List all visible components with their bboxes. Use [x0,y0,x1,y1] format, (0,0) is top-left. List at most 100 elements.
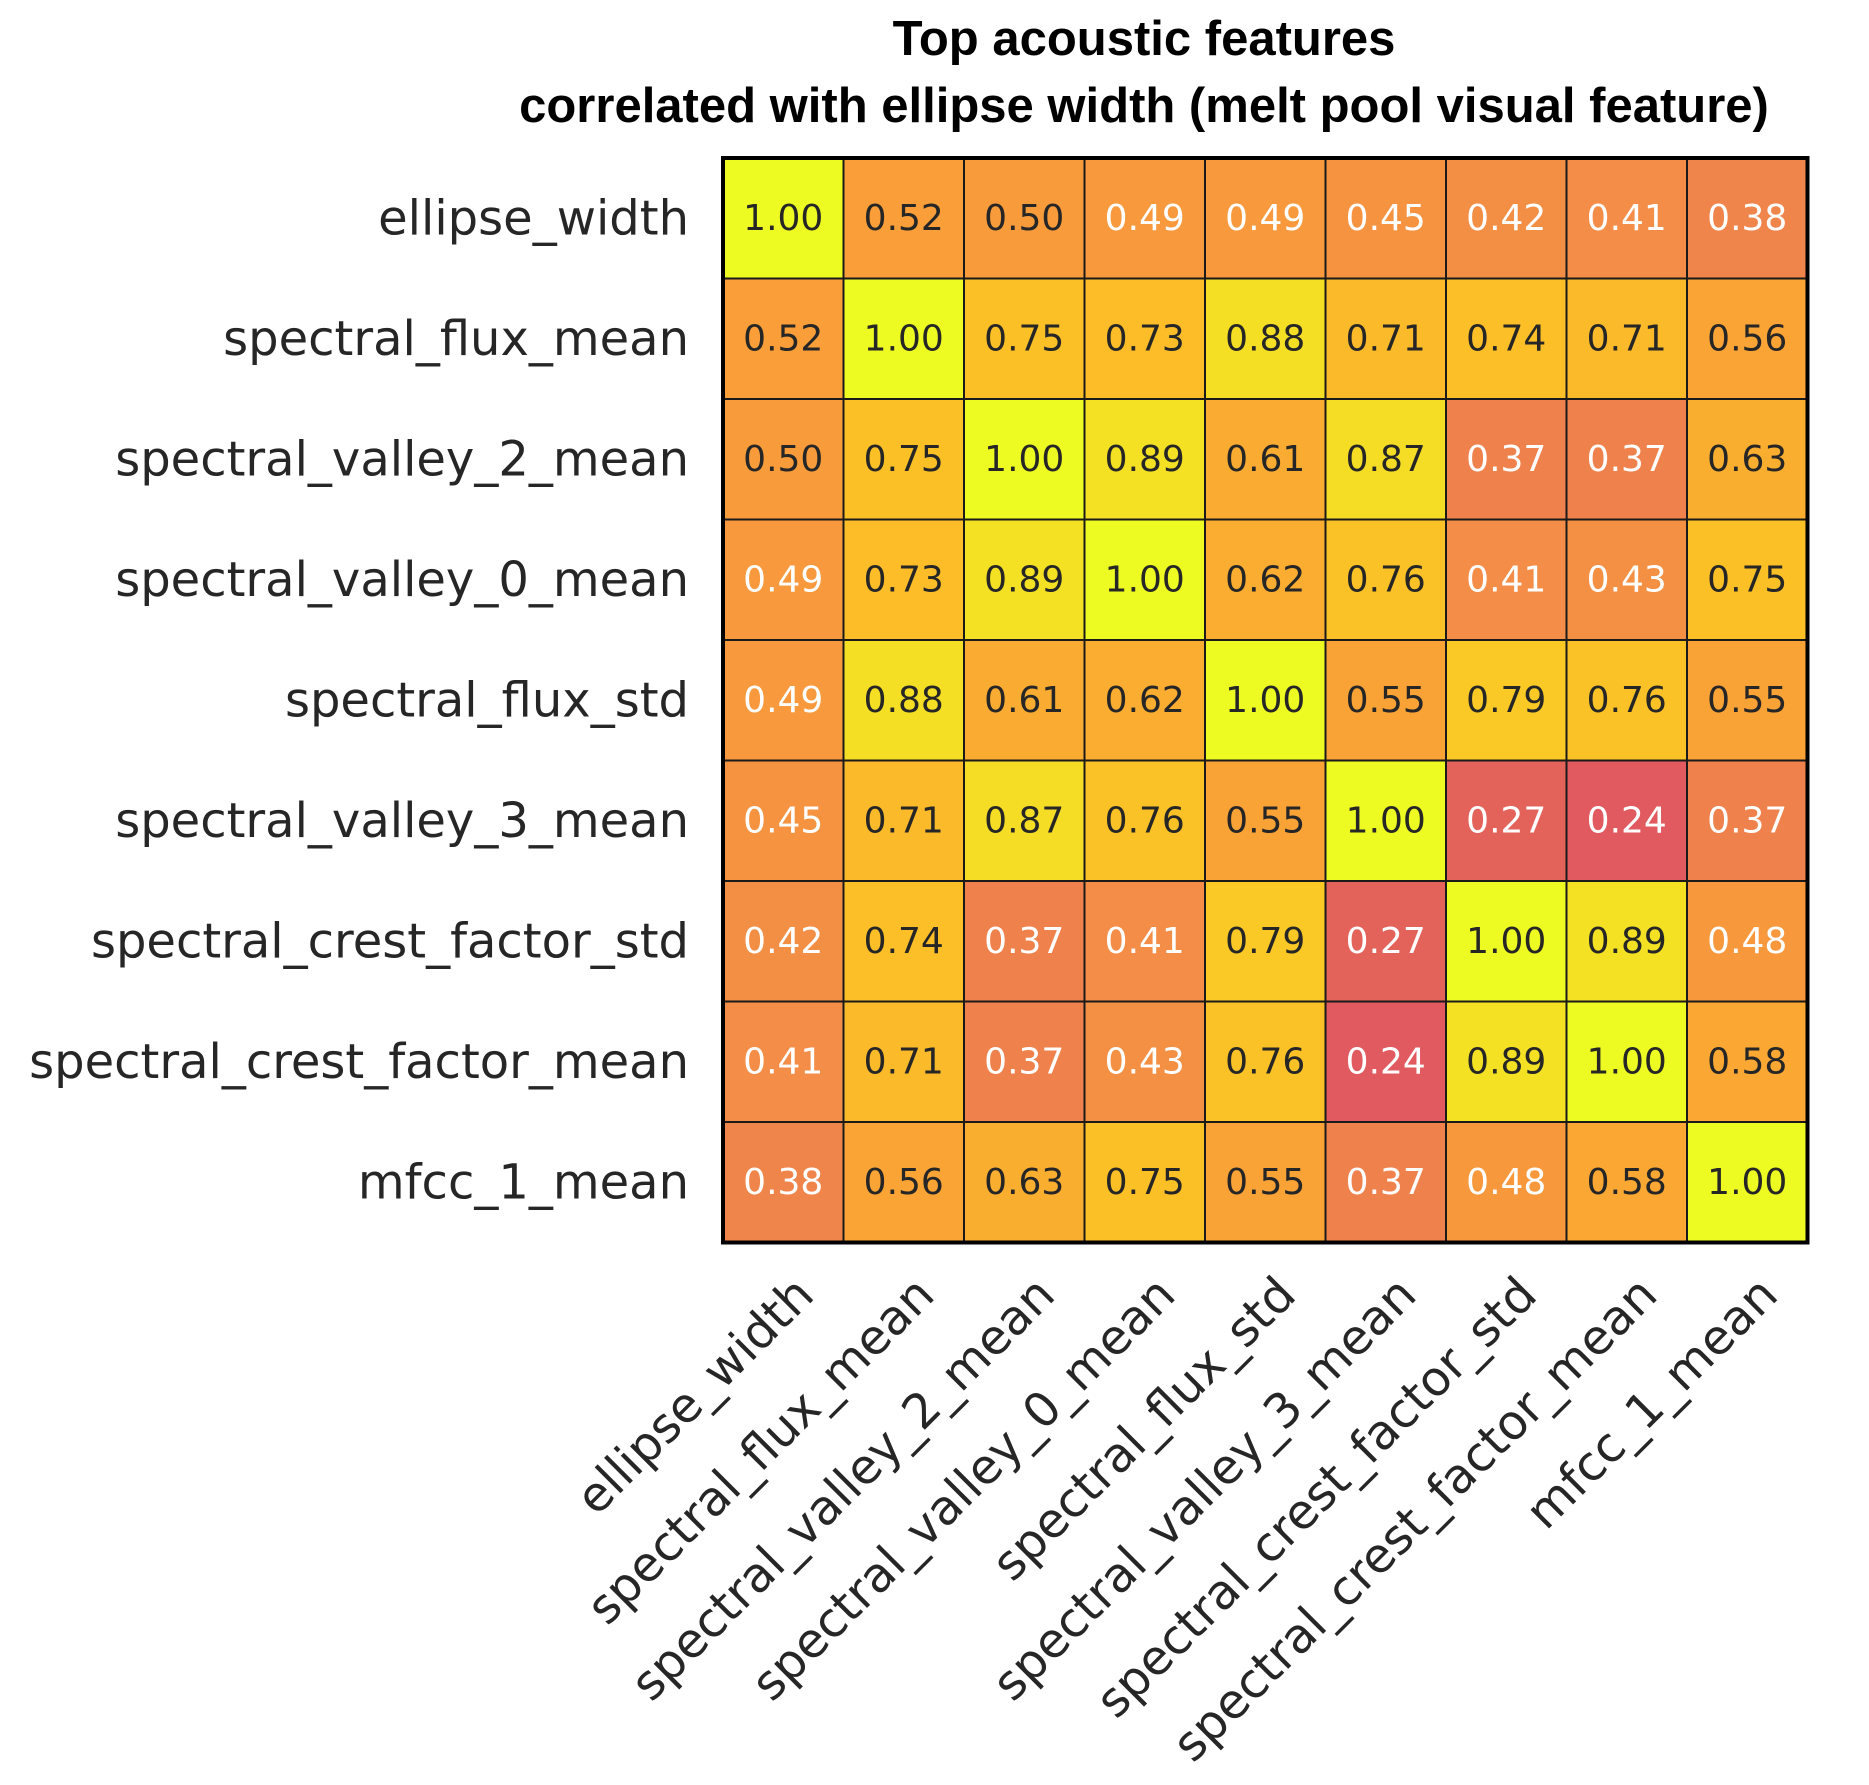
heatmap-cell [1686,398,1809,521]
heatmap-cell [1204,518,1327,641]
heatmap-cell [1686,639,1809,762]
cell-value-label: 1.00 [1587,1041,1667,1082]
cell-value-label: 0.79 [1466,680,1546,721]
cell-value-label: 0.88 [864,680,944,721]
row-label: spectral_valley_3_mean [115,793,689,849]
cell-value-label: 0.38 [743,1162,823,1203]
row-label: spectral_flux_mean [223,311,689,367]
cell-value-label: 0.58 [1587,1162,1667,1203]
cell-value-label: 0.89 [1587,921,1667,962]
cell-value-label: 0.37 [984,1041,1064,1082]
cell-value-label: 0.74 [864,921,944,962]
row-label: ellipse_width [378,190,689,246]
heatmap-cells [722,157,1809,1244]
heatmap-cell [1324,157,1447,280]
cell-value-label: 0.61 [984,680,1064,721]
cell-value-label: 0.41 [743,1041,823,1082]
heatmap-cell [722,398,845,521]
heatmap-cell [963,1121,1086,1244]
cell-value-label: 0.50 [743,439,823,480]
cell-value-label: 1.00 [1105,559,1185,600]
cell-value-label: 0.75 [984,318,1064,359]
cell-value-label: 0.37 [1707,800,1787,841]
cell-value-label: 0.37 [984,921,1064,962]
heatmap-cell [963,880,1086,1003]
cell-value-label: 0.56 [1707,318,1787,359]
heatmap-cell [1083,277,1206,400]
cell-value-label: 0.87 [1346,439,1426,480]
cell-value-label: 0.55 [1707,680,1787,721]
cell-value-label: 0.89 [984,559,1064,600]
heatmap-cell [1204,1121,1327,1244]
chart-title: Top acoustic features correlated with el… [519,12,1769,133]
cell-value-label: 0.71 [864,1041,944,1082]
cell-value-label: 0.27 [1466,800,1546,841]
row-label: spectral_crest_factor_std [91,913,689,969]
heatmap-cell [1686,157,1809,280]
cell-value-label: 0.89 [1105,439,1185,480]
cell-value-label: 1.00 [984,439,1064,480]
heatmap-cell [963,277,1086,400]
heatmap-cell [1565,398,1688,521]
heatmap-cell [842,759,965,882]
heatmap-frame [721,156,1810,1245]
cell-value-label: 0.71 [1346,318,1426,359]
heatmap-cell [1204,398,1327,521]
row-label: spectral_flux_std [285,672,689,728]
cell-value-label: 1.00 [864,318,944,359]
cell-value-label: 0.88 [1225,318,1305,359]
cell-value-label: 0.45 [743,800,823,841]
heatmap-cell [1083,1000,1206,1123]
cell-value-label: 0.43 [1105,1041,1185,1082]
heatmap-cell [842,880,965,1003]
cell-value-label: 0.75 [1707,559,1787,600]
cell-value-label: 0.89 [1466,1041,1546,1082]
heatmap-cell [1686,880,1809,1003]
row-label: mfcc_1_mean [358,1154,689,1210]
cell-value-label: 0.52 [864,198,944,239]
cell-value-label: 1.00 [1707,1162,1787,1203]
cell-value-label: 0.41 [1105,921,1185,962]
heatmap-cell [963,398,1086,521]
cell-value-label: 0.73 [864,559,944,600]
cell-value-label: 0.62 [1225,559,1305,600]
heatmap-cell [1565,880,1688,1003]
heatmap-cell [1686,759,1809,882]
cell-value-label: 0.74 [1466,318,1546,359]
heatmap-cell [842,518,965,641]
cell-value-label: 0.48 [1466,1162,1546,1203]
heatmap-cell [1445,1121,1568,1244]
cell-value-label: 0.49 [1225,198,1305,239]
cell-value-label: 0.50 [984,198,1064,239]
row-label: spectral_valley_0_mean [115,552,689,608]
cell-value-label: 0.43 [1587,559,1667,600]
cell-value-label: 0.42 [743,921,823,962]
cell-value-label: 0.76 [1587,680,1667,721]
cell-value-label: 0.73 [1105,318,1185,359]
cell-value-label: 0.48 [1707,921,1787,962]
cell-value-label: 0.58 [1707,1041,1787,1082]
heatmap-cell [1445,759,1568,882]
heatmap-cell [1565,759,1688,882]
heatmap-cell [1445,880,1568,1003]
heatmap-cell [1324,639,1447,762]
cell-value-label: 0.55 [1225,1162,1305,1203]
cell-value-label: 1.00 [1225,680,1305,721]
heatmap-cell [1686,1121,1809,1244]
cell-value-label: 1.00 [1346,800,1426,841]
heatmap-cell [1565,157,1688,280]
cell-value-label: 0.76 [1346,559,1426,600]
heatmap-cell [963,157,1086,280]
cell-value-label: 1.00 [743,198,823,239]
heatmap-cell [1083,759,1206,882]
cell-value-label: 0.71 [864,800,944,841]
cell-value-label: 0.37 [1346,1162,1426,1203]
cell-value-label: 0.49 [743,680,823,721]
cell-value-label: 0.71 [1587,318,1667,359]
heatmap-cell [842,398,965,521]
cell-value-label: 0.55 [1225,800,1305,841]
heatmap-cell [1445,157,1568,280]
heatmap-cell [1565,1000,1688,1123]
cell-value-label: 0.42 [1466,198,1546,239]
